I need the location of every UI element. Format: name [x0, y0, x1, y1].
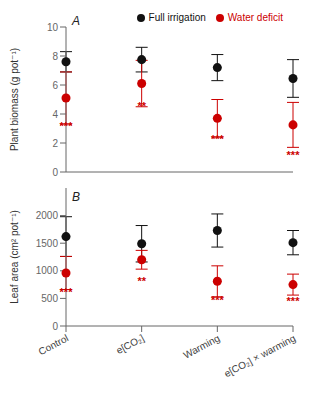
svg-text:8: 8 — [52, 51, 58, 62]
html-text:Water deficit: Water deficit — [227, 12, 283, 23]
svg-text:e[CO₂] × warming: e[CO₂] × warming — [222, 332, 297, 379]
html-text:A: A — [72, 14, 80, 28]
html-text:Full irrigation: Full irrigation — [148, 12, 206, 23]
svg-text:***: *** — [287, 149, 301, 161]
svg-text:***: *** — [60, 286, 74, 298]
svg-text:Leaf area (cm² pot⁻¹): Leaf area (cm² pot⁻¹) — [9, 210, 20, 304]
svg-text:Warming: Warming — [181, 332, 221, 360]
svg-text:***: *** — [60, 120, 74, 132]
svg-text:***: *** — [287, 295, 301, 307]
svg-text:0: 0 — [52, 321, 58, 332]
svg-text:10: 10 — [47, 22, 59, 33]
svg-text:1000: 1000 — [36, 265, 59, 276]
svg-text:***: *** — [211, 133, 225, 145]
svg-text:500: 500 — [41, 293, 58, 304]
svg-text:**: ** — [137, 100, 146, 112]
svg-text:Plant biomass (g pot⁻¹): Plant biomass (g pot⁻¹) — [9, 48, 20, 151]
svg-text:***: *** — [211, 294, 225, 306]
svg-text:0: 0 — [52, 167, 58, 178]
svg-text:e[CO₂]: e[CO₂] — [114, 332, 146, 356]
svg-text:1500: 1500 — [36, 238, 59, 249]
svg-text:2000: 2000 — [36, 210, 59, 221]
svg-text:**: ** — [137, 275, 146, 287]
svg-text:2: 2 — [52, 138, 58, 149]
html-text:B: B — [72, 190, 80, 204]
svg-text:6: 6 — [52, 80, 58, 91]
svg-text:4: 4 — [52, 109, 58, 120]
svg-text:Control: Control — [37, 332, 71, 357]
